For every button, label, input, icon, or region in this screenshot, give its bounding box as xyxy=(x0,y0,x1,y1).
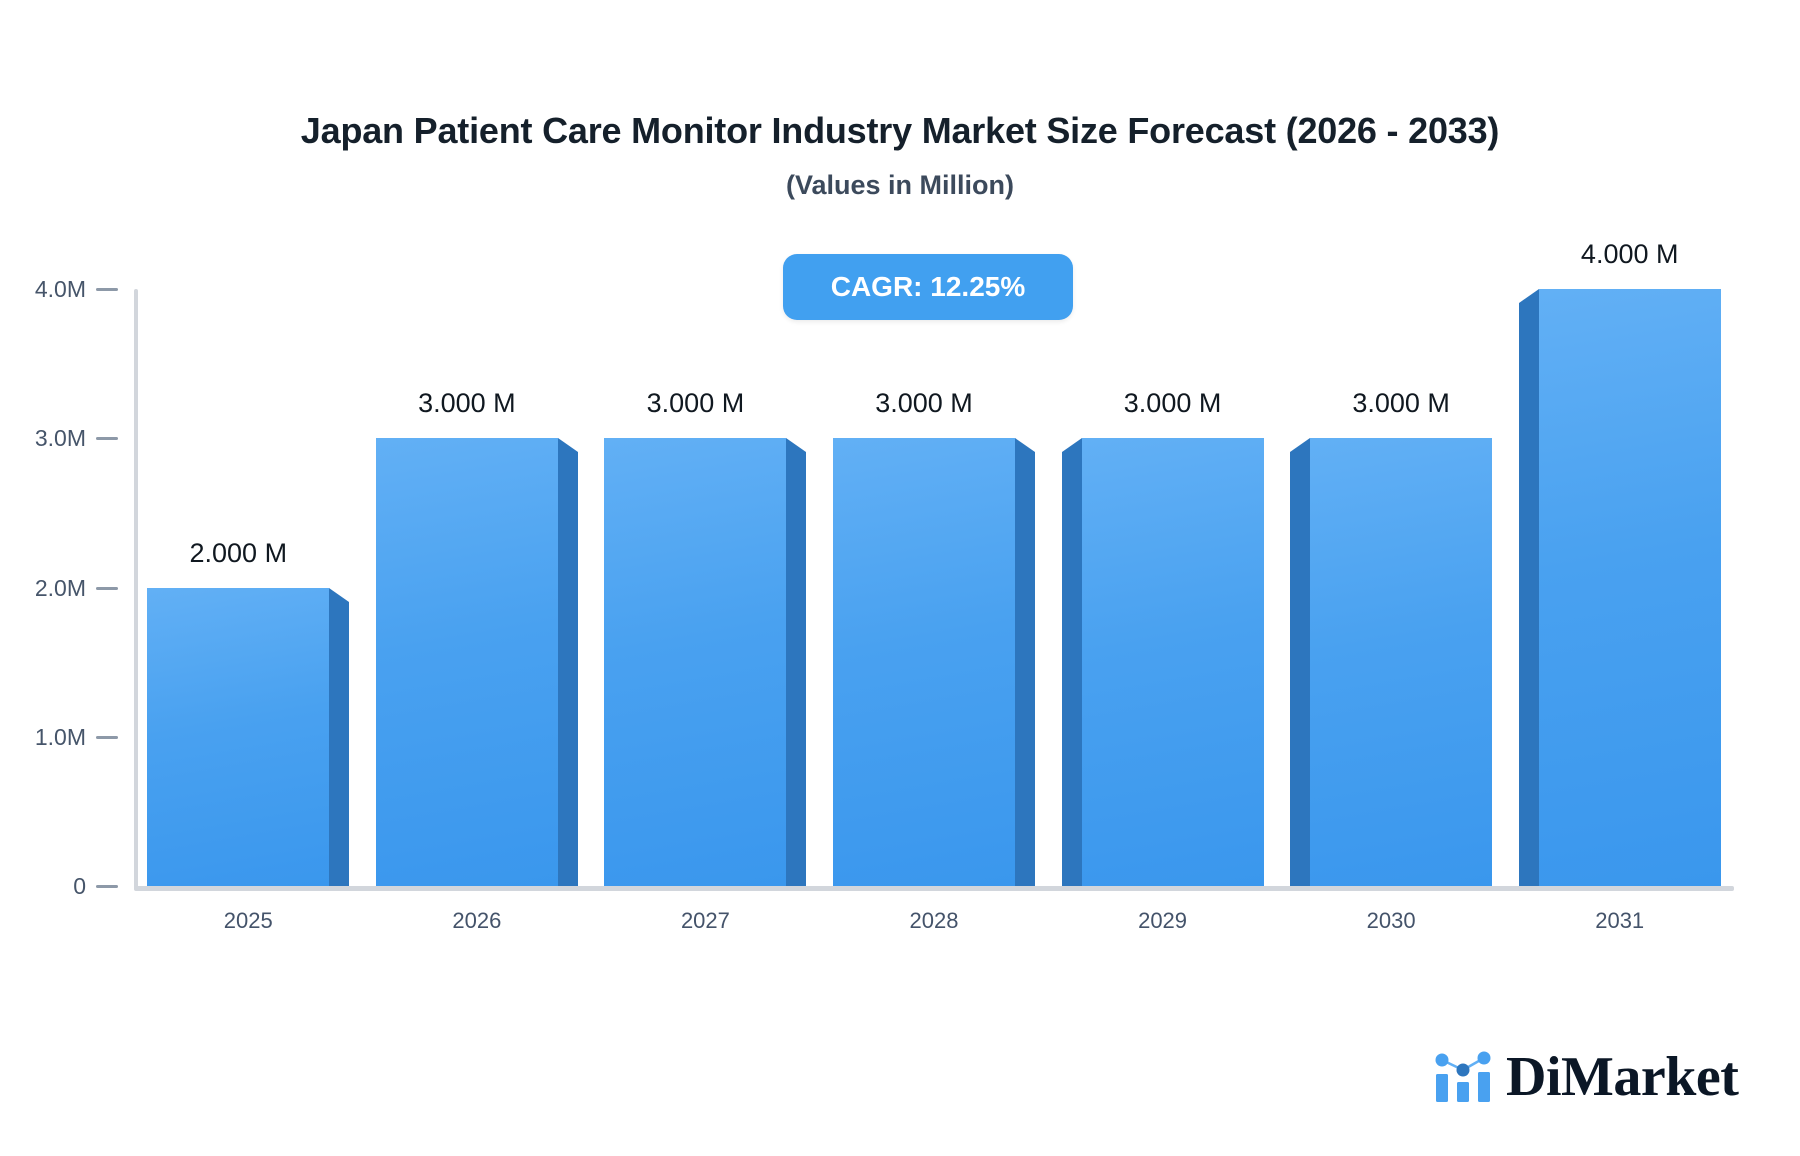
bar-side-panel xyxy=(329,601,350,886)
bar-side-bevel xyxy=(557,438,578,453)
bar-value-label: 3.000 M xyxy=(1123,388,1222,419)
x-axis-label-2025: 2025 xyxy=(223,908,273,933)
bar-side-panel xyxy=(1061,452,1082,886)
x-axis-label-2028: 2028 xyxy=(909,908,959,933)
y-axis-tick-mark xyxy=(96,735,118,739)
bar-side-bevel xyxy=(1518,289,1539,303)
bar-side-panel xyxy=(786,452,807,886)
bar-value-label: 3.000 M xyxy=(1352,388,1450,419)
chart-subtitle: (Values in Million) xyxy=(785,170,1015,200)
y-axis-tick-label: 2.0M xyxy=(34,574,86,601)
bar-side-bevel xyxy=(329,587,350,602)
bar-value-label: 3.000 M xyxy=(418,388,516,419)
bar-side-bevel xyxy=(1290,438,1311,453)
y-axis-tick-label: 4.0M xyxy=(34,276,86,302)
bar-chart-dots-icon xyxy=(1435,1051,1491,1102)
y-axis-tick-label: 0 xyxy=(73,873,86,899)
bar-face xyxy=(1310,438,1493,886)
bar-side-bevel xyxy=(786,438,807,453)
bar-side-bevel xyxy=(1061,438,1082,453)
y-axis-line xyxy=(134,289,138,889)
x-axis-label-2031: 2031 xyxy=(1595,908,1645,933)
y-axis-tick-label: 1.0M xyxy=(34,723,86,750)
y-axis-tick-mark xyxy=(96,586,118,590)
cagr-badge: CAGR: 12.25% xyxy=(783,254,1073,320)
y-axis-tick: 1.0M xyxy=(0,725,134,749)
y-axis-tick-mark xyxy=(96,885,118,888)
y-axis-tick-mark xyxy=(96,288,118,291)
bar-value-label: 3.000 M xyxy=(875,388,973,419)
bar-value-label: 2.000 M xyxy=(189,537,288,568)
x-axis-label-2027: 2027 xyxy=(680,908,730,933)
bar-side-bevel xyxy=(1015,438,1035,453)
y-axis-tick-mark xyxy=(96,437,118,441)
bar-face xyxy=(604,438,787,886)
cagr-badge-label: CAGR: 12.25% xyxy=(830,271,1026,302)
bar-face xyxy=(375,438,558,886)
bar-face xyxy=(147,587,330,886)
bar-value-label: 4.000 M xyxy=(1580,239,1679,269)
bar-face xyxy=(1081,438,1264,886)
bar-side-panel xyxy=(557,452,578,886)
x-axis-line xyxy=(134,886,1734,891)
bar-face xyxy=(1538,289,1721,886)
chart-title: Japan Patient Care Monitor Industry Mark… xyxy=(300,110,1500,151)
y-axis-tick-label: 3.0M xyxy=(34,425,86,452)
y-axis-tick: 4.0M xyxy=(0,277,134,301)
brand-logo: DiMarket xyxy=(1432,1042,1739,1112)
bar-face xyxy=(833,438,1015,886)
bar-side-panel xyxy=(1290,452,1311,886)
x-axis-label-2029: 2029 xyxy=(1138,908,1188,933)
y-axis-tick: 0 xyxy=(0,874,134,898)
bar-side-panel xyxy=(1015,452,1035,886)
x-axis-label-2026: 2026 xyxy=(452,908,502,933)
y-axis-tick: 2.0M xyxy=(0,576,134,600)
x-axis-label-2030: 2030 xyxy=(1366,908,1416,933)
brand-logo-text: DiMarket xyxy=(1506,1046,1739,1108)
bar-value-label: 3.000 M xyxy=(646,388,745,419)
bar-side-panel xyxy=(1518,303,1539,886)
y-axis-tick: 3.0M xyxy=(0,426,134,450)
